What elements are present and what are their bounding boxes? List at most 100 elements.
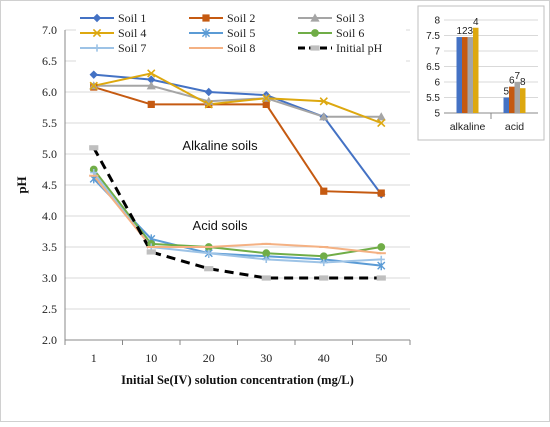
y-tick-label: 5.0 <box>42 147 57 161</box>
series-line-3 <box>93 84 382 118</box>
data-point <box>376 112 386 121</box>
inset-y-tick-label: 6 <box>434 78 440 89</box>
annotation-acid: Acid soils <box>193 218 248 233</box>
data-point <box>310 13 320 22</box>
data-point <box>376 275 386 281</box>
inset-x-tick-label: alkaline <box>450 121 486 133</box>
data-point <box>320 187 328 195</box>
y-axis-title: pH <box>14 176 29 193</box>
data-point <box>262 249 271 258</box>
data-point <box>202 14 210 22</box>
data-point <box>377 255 385 263</box>
x-tick-label: 40 <box>318 351 330 365</box>
data-point <box>261 275 271 281</box>
legend-label: Soil 4 <box>118 26 146 40</box>
y-tick-label: 2.5 <box>42 302 57 316</box>
data-point <box>93 44 101 52</box>
data-point <box>205 249 213 257</box>
legend-label: Soil 2 <box>227 11 255 25</box>
inset-bar-label: 1 <box>456 26 462 37</box>
inset-bar-label: 5 <box>503 87 509 98</box>
data-point <box>319 97 328 106</box>
inset-bar-label: 8 <box>520 77 526 88</box>
annotation-alkaline: Alkaline soils <box>182 138 258 153</box>
data-point <box>204 87 213 97</box>
data-point <box>377 243 386 251</box>
inset-bar-label: 6 <box>509 76 515 87</box>
y-tick-label: 6.0 <box>42 85 57 99</box>
x-tick-label: 20 <box>203 351 215 365</box>
inset-bar-label: 3 <box>467 26 473 37</box>
data-point <box>310 45 320 51</box>
inset-chart-frame <box>417 5 545 141</box>
y-tick-label: 7.0 <box>42 23 57 37</box>
data-point <box>146 81 156 90</box>
inset-bar <box>514 82 520 113</box>
data-point <box>89 70 98 79</box>
series-line-4 <box>93 72 382 124</box>
x-tick-label: 30 <box>260 351 272 365</box>
inset-bar-label: 7 <box>514 71 520 82</box>
y-tick-label: 3.5 <box>42 240 57 254</box>
x-tick-label: 1 <box>91 351 97 365</box>
legend-label: Soil 3 <box>336 11 364 25</box>
x-axis-title: Initial Se(IV) solution concentration (m… <box>121 373 354 387</box>
data-point <box>311 29 319 37</box>
data-point <box>319 275 329 281</box>
data-point <box>320 258 328 267</box>
y-tick-label: 5.5 <box>42 116 57 130</box>
inset-bar <box>509 86 515 113</box>
legend-label: Initial pH <box>336 41 383 55</box>
data-point <box>204 266 214 272</box>
data-point <box>319 252 328 261</box>
x-tick-label: 50 <box>375 351 387 365</box>
data-point <box>262 100 270 108</box>
y-tick-label: 2.0 <box>42 333 57 347</box>
series-line-5 <box>93 178 382 267</box>
data-point <box>377 118 386 128</box>
data-point <box>147 69 156 78</box>
legend-label: Soil 1 <box>118 11 146 25</box>
inset-bar <box>462 37 468 113</box>
series-line-2 <box>93 86 382 195</box>
data-point <box>262 94 271 103</box>
inset-bar <box>467 37 473 113</box>
data-point <box>146 249 156 255</box>
data-point <box>92 13 102 23</box>
y-tick-label: 3.0 <box>42 271 57 285</box>
inset-bar <box>473 27 479 113</box>
data-point <box>319 112 329 121</box>
y-tick-label: 4.5 <box>42 178 57 192</box>
inset-y-tick-label: 5.5 <box>426 93 440 104</box>
legend-label: Soil 5 <box>227 26 255 40</box>
inset-y-tick-label: 7 <box>434 47 440 58</box>
inset-bar <box>520 88 526 113</box>
data-point <box>377 189 385 197</box>
data-point <box>89 81 98 90</box>
legend-label: Soil 6 <box>336 26 364 40</box>
inset-y-tick-label: 8 <box>434 16 440 27</box>
data-point <box>147 75 156 84</box>
series-line-8 <box>92 175 382 255</box>
data-point <box>262 255 270 263</box>
inset-y-tick-label: 6.5 <box>426 62 440 73</box>
data-point <box>147 100 155 108</box>
y-tick-label: 4.0 <box>42 209 57 223</box>
y-tick-label: 6.5 <box>42 54 57 68</box>
inset-bar-label: 2 <box>462 26 468 37</box>
data-point <box>92 28 102 38</box>
x-tick-label: 10 <box>145 351 157 365</box>
series-line-1 <box>93 73 383 195</box>
inset-bar <box>503 97 509 113</box>
series-line-9 <box>92 147 382 280</box>
legend-label: Soil 8 <box>227 41 255 55</box>
data-point <box>89 145 99 151</box>
data-point <box>204 100 213 109</box>
inset-x-tick-label: acid <box>505 121 524 133</box>
data-point <box>201 28 211 38</box>
inset-y-tick-label: 7.5 <box>426 31 440 42</box>
inset-bar <box>456 37 462 113</box>
inset-bar-label: 4 <box>473 17 479 28</box>
